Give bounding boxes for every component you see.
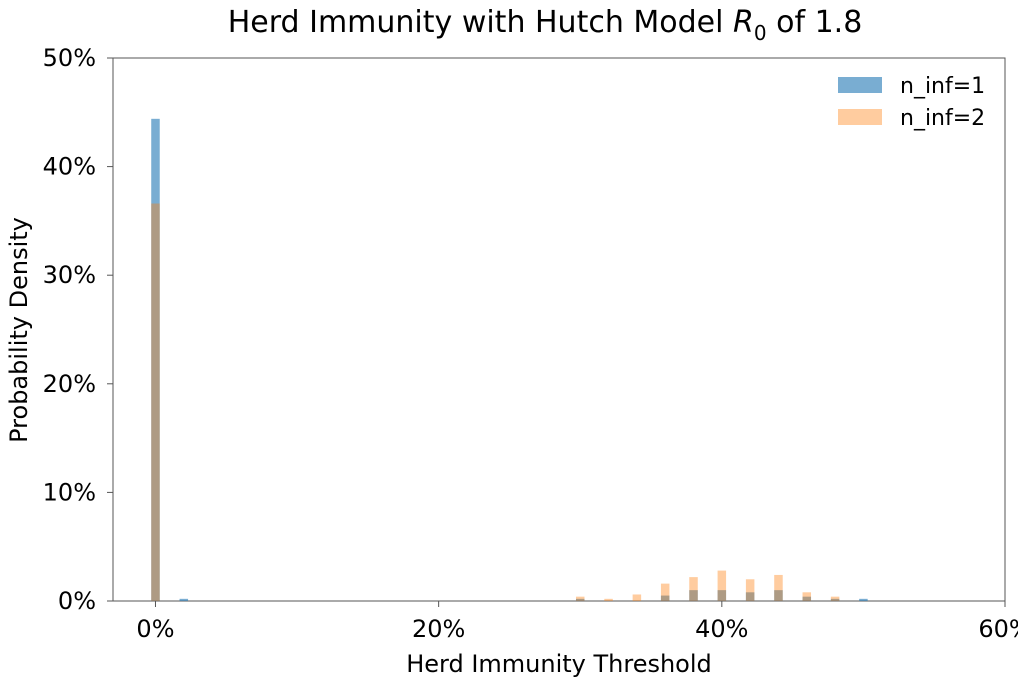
- y-tick-label: 50%: [43, 44, 96, 72]
- x-tick-label: 40%: [695, 615, 748, 643]
- legend-label-n-inf-1: n_inf=1: [900, 74, 985, 99]
- x-axis-label: Herd Immunity Threshold: [406, 650, 712, 678]
- bar-n-inf-2: [632, 594, 642, 601]
- bar-n-inf-1: [830, 598, 840, 601]
- bar-n-inf-2: [717, 570, 727, 601]
- bar-n-inf-1: [802, 596, 812, 601]
- plot-area-frame: [112, 57, 1006, 602]
- y-tick-label: 20%: [43, 370, 96, 398]
- x-axis-ticks: 0% 20% 40% 60%: [136, 601, 1018, 643]
- bar-n-inf-1: [660, 595, 670, 601]
- bar-n-inf-2: [689, 577, 698, 601]
- bar-n-inf-2: [604, 598, 613, 601]
- y-tick-label: 0%: [58, 587, 96, 615]
- x-tick-label: 20%: [412, 615, 465, 643]
- y-tick-label: 40%: [43, 153, 96, 181]
- legend-swatch-n-inf-1: [838, 77, 882, 93]
- legend-swatch-n-inf-2: [838, 109, 882, 125]
- bar-n-inf-1: [179, 598, 189, 601]
- chart-title: Herd Immunity with Hutch Model R0 of 1.8: [228, 5, 863, 45]
- bar-n-inf-2: [660, 583, 670, 601]
- x-tick-label: 0%: [136, 615, 174, 643]
- bar-n-inf-2: [575, 596, 585, 601]
- y-tick-label: 10%: [43, 478, 96, 506]
- legend-label-n-inf-2: n_inf=2: [900, 106, 985, 131]
- bar-n-inf-1: [859, 598, 868, 601]
- bar-n-inf-2: [830, 596, 840, 601]
- y-tick-label: 30%: [43, 261, 96, 289]
- bar-n-inf-1: [689, 590, 698, 601]
- bars-layer: [151, 118, 868, 601]
- y-axis-label: Probability Density: [5, 217, 33, 443]
- bar-n-inf-2: [802, 592, 812, 601]
- bar-n-inf-1: [745, 592, 755, 601]
- bar-n-inf-2: [774, 574, 783, 601]
- y-axis-ticks: 0% 10% 20% 30% 40% 50%: [43, 44, 113, 615]
- bar-n-inf-1: [774, 590, 783, 601]
- bar-n-inf-1: [151, 118, 160, 601]
- bar-n-inf-1: [717, 590, 727, 601]
- bar-n-inf-1: [575, 598, 585, 601]
- bar-n-inf-2: [151, 203, 160, 601]
- bar-n-inf-2: [745, 579, 755, 601]
- x-tick-label: 60%: [978, 615, 1018, 643]
- legend: n_inf=1 n_inf=2: [838, 74, 985, 131]
